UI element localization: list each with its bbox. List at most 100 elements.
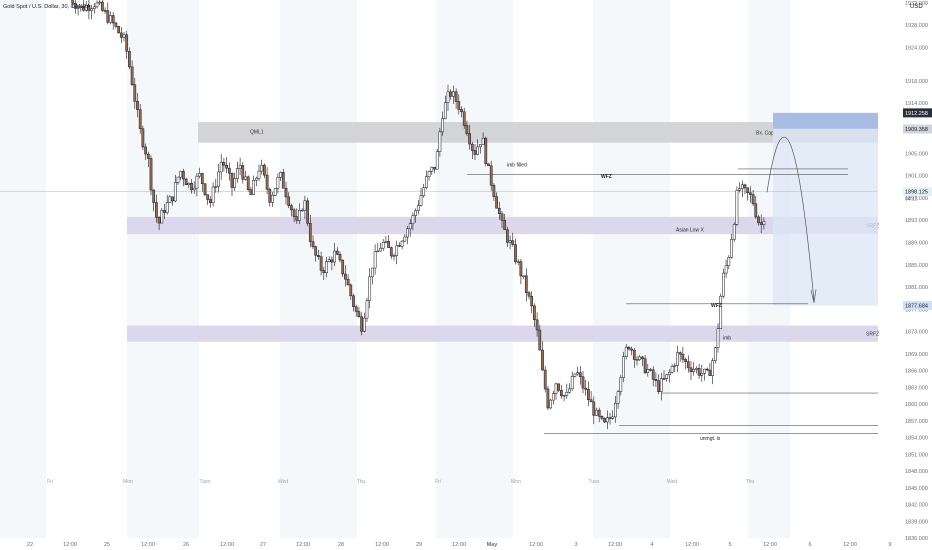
- candle-body: [354, 306, 358, 312]
- y-tick-label: 1932.000: [905, 1, 928, 7]
- candle-body: [206, 194, 210, 200]
- candle-body: [757, 216, 760, 224]
- candle-body: [662, 378, 666, 380]
- y-tick-label: 1901.000: [905, 174, 928, 180]
- candle-body: [416, 205, 420, 211]
- y-tick-label: 1885.000: [905, 263, 928, 269]
- candle-body: [711, 360, 714, 376]
- candle-body: [727, 257, 731, 267]
- candle-body: [117, 26, 120, 34]
- candle-body: [657, 380, 660, 392]
- candle-body: [759, 222, 763, 225]
- candle-body: [349, 284, 353, 297]
- day-label: Mon: [123, 479, 133, 485]
- candle-body: [722, 272, 725, 297]
- candle-body: [198, 173, 201, 177]
- candle-body: [746, 187, 750, 194]
- candle-body: [173, 182, 177, 202]
- candle-body: [541, 349, 544, 371]
- candle-body: [438, 131, 442, 152]
- candle-body: [624, 346, 628, 358]
- candle-body: [273, 188, 277, 196]
- candle-body: [495, 196, 498, 209]
- candle-body: [360, 316, 363, 332]
- candle-body: [157, 217, 161, 224]
- candle-body: [576, 372, 579, 375]
- candle-body: [284, 187, 288, 198]
- candle-body: [684, 359, 687, 362]
- candle-body: [460, 109, 463, 113]
- countdown-label: 04:13: [905, 197, 918, 203]
- candle-body: [479, 144, 482, 148]
- candle-body: [560, 390, 563, 397]
- candle-body: [554, 383, 558, 394]
- candle-body: [384, 241, 388, 243]
- candle-body: [279, 172, 282, 178]
- candle-body: [241, 165, 245, 180]
- candle-body: [119, 32, 123, 38]
- candle-body: [268, 188, 272, 203]
- candle-body: [487, 163, 490, 167]
- target-box-top: [773, 112, 878, 129]
- price-label-text: 1898.125: [905, 190, 928, 196]
- candle-body: [163, 210, 166, 213]
- candle-body: [597, 409, 601, 417]
- candle-body: [481, 137, 485, 145]
- y-tick-label: 1905.000: [905, 151, 928, 157]
- candle-body: [503, 220, 507, 231]
- price-label-text: 1909.358: [905, 127, 928, 133]
- y-tick-label: 1839.000: [905, 519, 928, 525]
- candle-body: [211, 186, 215, 203]
- x-tick-label: 12:00: [763, 542, 777, 548]
- candle-body: [535, 319, 539, 331]
- candle-body: [581, 376, 585, 389]
- x-tick-label: 12:00: [843, 542, 857, 548]
- candle-body: [754, 203, 758, 218]
- day-label: Thu: [357, 479, 366, 485]
- y-tick-label: 1863.000: [905, 385, 928, 391]
- x-tick-label: 12:00: [608, 542, 622, 548]
- candle-body: [371, 267, 374, 278]
- x-tick-label: 26: [183, 542, 189, 548]
- x-tick-label: 12:00: [685, 542, 699, 548]
- candle-body: [160, 210, 164, 224]
- y-tick-label: 1914.000: [905, 101, 928, 107]
- candle-body: [651, 369, 655, 380]
- candle-body: [740, 184, 744, 189]
- time-axis[interactable]: 22 12:00 25 12:00 26 12:00 27 12:00 28 12:00 29 12:…: [27, 479, 892, 548]
- candle-body: [522, 275, 525, 277]
- currency-label[interactable]: USD: [910, 4, 923, 10]
- candle-body: [306, 200, 309, 224]
- candle-body: [570, 376, 574, 390]
- y-tick-label: 1924.000: [905, 45, 928, 51]
- candle-body: [457, 101, 461, 110]
- candle-body: [311, 241, 315, 248]
- candle-body: [465, 125, 469, 134]
- day-label: Fri: [435, 479, 441, 485]
- candle-body: [676, 352, 679, 366]
- candle-body: [430, 166, 434, 172]
- candle-body: [109, 15, 112, 23]
- candle-body: [300, 209, 304, 212]
- candle-body: [530, 295, 534, 307]
- candle-body: [165, 202, 169, 213]
- candle-body: [130, 66, 134, 85]
- candle-body: [246, 176, 250, 190]
- candle-body: [125, 34, 129, 52]
- candle-body: [319, 256, 323, 271]
- x-tick-label: 3: [574, 542, 577, 548]
- candle-body: [87, 5, 91, 11]
- y-tick-label: 1851.000: [905, 452, 928, 458]
- candle-body: [227, 167, 231, 174]
- price-axis[interactable]: 1836.000 1839.000 1842.000 1845.000 1848.000…: [905, 1, 928, 542]
- candles-layer: [71, 0, 766, 430]
- x-tick-label: 12:00: [452, 542, 466, 548]
- candle-body: [271, 195, 274, 203]
- price-label-box: [903, 301, 932, 311]
- candle-body: [222, 162, 226, 166]
- y-tick-label: 1918.000: [905, 79, 928, 85]
- candle-body: [638, 356, 642, 360]
- candle-body: [71, 0, 75, 4]
- candle-body: [392, 255, 396, 257]
